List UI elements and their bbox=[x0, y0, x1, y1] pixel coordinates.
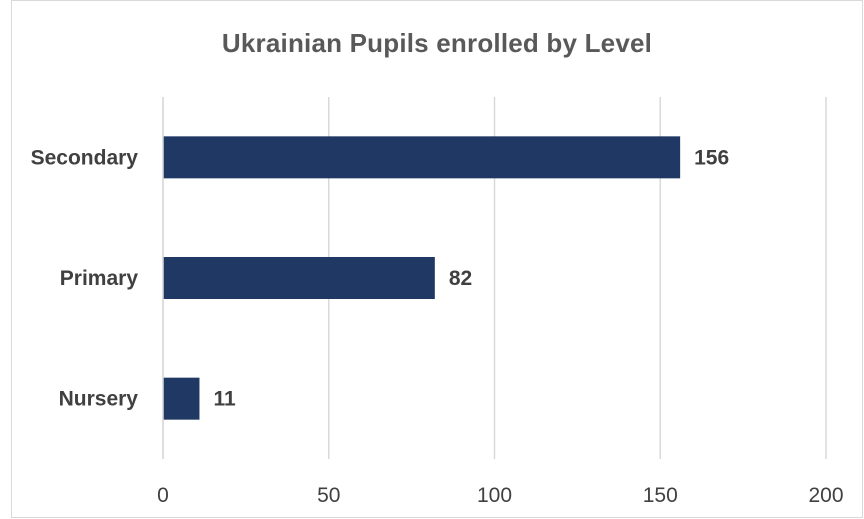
category-label: Primary bbox=[60, 267, 139, 290]
data-label: 82 bbox=[449, 267, 472, 290]
x-tick-label: 50 bbox=[317, 484, 340, 507]
x-tick-label: 200 bbox=[808, 484, 843, 507]
bar-primary bbox=[163, 257, 435, 299]
data-label: 156 bbox=[694, 146, 729, 169]
bar-nursery bbox=[163, 377, 200, 420]
x-tick-label: 100 bbox=[477, 484, 512, 507]
chart-title: Ukrainian Pupils enrolled by Level bbox=[221, 28, 653, 58]
bar-secondary bbox=[163, 136, 681, 179]
x-tick-label: 150 bbox=[643, 484, 678, 507]
category-label: Nursery bbox=[59, 388, 139, 411]
category-label: Secondary bbox=[31, 146, 139, 169]
x-tick-label: 0 bbox=[157, 484, 169, 507]
chart-frame bbox=[11, 0, 863, 518]
data-label: 11 bbox=[213, 388, 236, 411]
